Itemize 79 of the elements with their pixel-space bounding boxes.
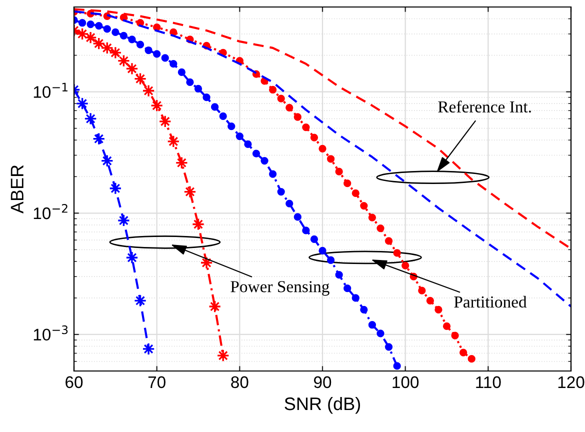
- y-tick-label: 10$^{−1}$: [34, 82, 68, 98]
- point: [310, 235, 318, 244]
- point: [219, 112, 227, 120]
- point: [202, 94, 210, 102]
- point: [402, 262, 410, 270]
- point: [268, 170, 277, 178]
- point: [112, 28, 120, 36]
- annotation: Power Sensing: [230, 281, 330, 296]
- y-axis-title: ABER: [10, 165, 24, 214]
- point: [360, 306, 368, 314]
- point: [426, 296, 434, 304]
- x-tick-label: 90: [314, 376, 332, 388]
- point: [360, 202, 368, 210]
- point: [294, 113, 302, 121]
- point: [153, 24, 161, 32]
- point: [326, 155, 335, 163]
- point: [186, 78, 194, 86]
- y-tick-label: 10$^{−2}$: [34, 204, 68, 220]
- point: [210, 103, 219, 111]
- point: [268, 86, 277, 94]
- point: [103, 25, 111, 33]
- point: [128, 36, 136, 44]
- point: [368, 321, 376, 329]
- point: [95, 22, 103, 30]
- x-tick-label: 80: [231, 376, 248, 388]
- point: [368, 214, 376, 222]
- point: [335, 168, 343, 176]
- point: [459, 348, 468, 356]
- x-tick-label: 60: [66, 376, 83, 388]
- point: [286, 104, 294, 112]
- point: [144, 46, 152, 54]
- point: [335, 271, 343, 279]
- point: [393, 362, 401, 370]
- point: [277, 188, 285, 196]
- point: [228, 122, 236, 130]
- point: [468, 355, 476, 363]
- point: [170, 60, 178, 68]
- point: [434, 306, 442, 314]
- x-tick-label: 120: [558, 376, 584, 388]
- point: [120, 32, 128, 40]
- point: [326, 256, 335, 264]
- point: [244, 140, 252, 148]
- point: [442, 322, 451, 330]
- point: [418, 286, 426, 294]
- point: [294, 213, 302, 221]
- point: [178, 68, 186, 76]
- point: [86, 20, 94, 28]
- point: [78, 19, 86, 27]
- point: [451, 332, 459, 340]
- point: [352, 189, 360, 198]
- point: [252, 150, 260, 158]
- point: [194, 84, 202, 93]
- point: [352, 294, 360, 302]
- point: [286, 200, 294, 208]
- point: [344, 284, 352, 292]
- annotation: Reference Int.: [438, 100, 531, 113]
- point: [376, 330, 384, 338]
- point: [277, 94, 285, 102]
- point: [393, 249, 401, 257]
- point: [318, 144, 326, 152]
- point: [318, 246, 326, 255]
- point: [302, 123, 310, 132]
- point: [376, 224, 384, 232]
- point: [161, 54, 169, 62]
- point: [153, 50, 161, 58]
- x-tick-label: 110: [476, 376, 501, 388]
- annotation: Partitioned: [454, 296, 527, 308]
- x-tick-label: 100: [392, 376, 419, 388]
- point: [236, 132, 244, 140]
- y-tick-label: 10$^{−3}$: [34, 325, 68, 341]
- x-axis-title: SNR (dB): [284, 396, 360, 414]
- point: [344, 180, 352, 188]
- point: [384, 343, 393, 351]
- x-tick-label: 70: [148, 376, 166, 388]
- point: [302, 226, 310, 234]
- point: [384, 237, 393, 245]
- point: [310, 134, 318, 142]
- point: [260, 156, 268, 165]
- point: [136, 40, 144, 48]
